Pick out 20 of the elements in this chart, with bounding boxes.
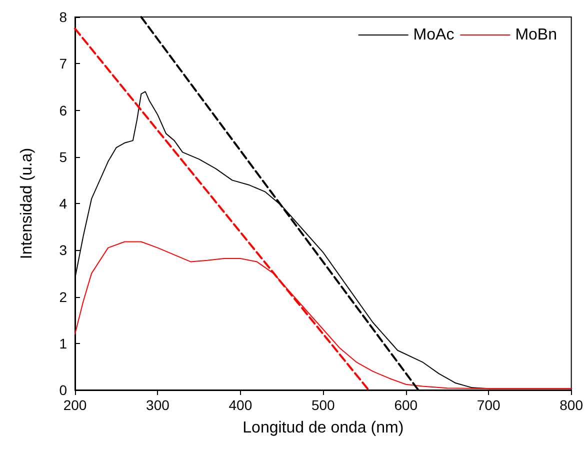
y-axis-title: Intensidad (u.a) xyxy=(18,148,36,260)
x-tick-label: 600 xyxy=(394,397,418,413)
y-tick-label: 1 xyxy=(59,335,68,352)
y-tick-label: 0 xyxy=(59,382,68,398)
x-tick-label: 400 xyxy=(228,397,252,413)
y-tick-label: 8 xyxy=(59,9,68,25)
y-tick-label: 5 xyxy=(59,148,68,165)
y-tick-label: 2 xyxy=(59,288,68,305)
x-tick-label: 300 xyxy=(146,397,170,413)
y-tick-label: 3 xyxy=(59,242,68,258)
x-tick-label: 800 xyxy=(560,397,584,413)
y-tick-label: 6 xyxy=(59,102,68,118)
x-tick-label: 500 xyxy=(311,397,336,413)
y-tick-label: 7 xyxy=(59,56,68,72)
x-tick-label: 200 xyxy=(63,397,87,413)
x-tick-label: 700 xyxy=(476,397,500,413)
legend-label: MoAc xyxy=(413,26,454,44)
y-tick-label: 4 xyxy=(59,196,68,212)
legend-label: MoBn xyxy=(515,26,557,44)
x-axis-title: Longitud de onda (nm) xyxy=(242,420,404,436)
